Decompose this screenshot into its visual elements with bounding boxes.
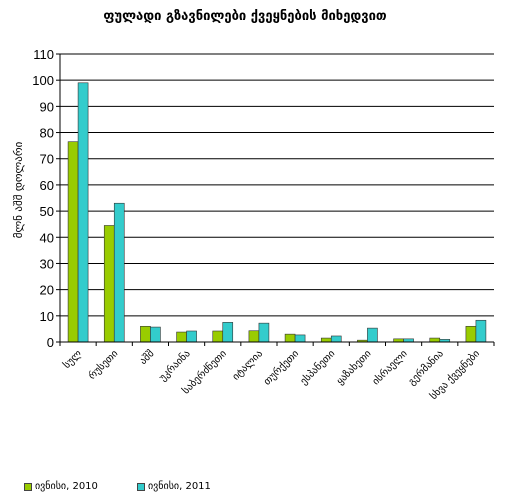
legend-label-2010: ივნისი, 2010 <box>35 481 98 492</box>
bar-2010-11 <box>429 337 441 343</box>
bar-2011-6 <box>258 322 270 343</box>
gridlines <box>60 53 494 317</box>
x-tick-label: რუსეთი <box>86 348 120 382</box>
bar-2010-2 <box>103 225 115 343</box>
bar-2011-7 <box>294 334 306 343</box>
y-tick-label: 0 <box>47 335 54 350</box>
x-tick-label: სულ <box>61 347 85 371</box>
y-tick-label: 110 <box>33 47 54 62</box>
x-tick-label: თურქეთი <box>261 348 301 388</box>
bar-2010-12 <box>465 325 477 343</box>
bar-2010-5 <box>212 330 224 343</box>
legend-item-2011: ივნისი, 2011 <box>137 481 211 492</box>
bars <box>67 82 487 343</box>
y-tick-label: 80 <box>40 126 54 141</box>
x-tick-label: აშშ <box>137 348 156 367</box>
bar-2011-4 <box>186 330 197 343</box>
y-tick-label: 20 <box>40 283 54 298</box>
x-tick-label: ესპანეთი <box>298 348 338 388</box>
chart-title: ფულადი გზავნილები ქვეყნების მიხედვით <box>103 9 387 24</box>
bar-2010-1 <box>67 141 79 343</box>
y-tick-label: 60 <box>40 178 54 193</box>
x-tick-label: უკრაინა <box>157 348 193 384</box>
legend-swatch-2011 <box>137 482 145 491</box>
y-tick-label: 10 <box>40 309 54 324</box>
x-tick-label: ისრაელი <box>370 348 410 388</box>
bar-2011-8 <box>330 335 342 343</box>
y-tick-label: 50 <box>40 204 54 219</box>
y-axis-ticks: 0 10 20 30 40 50 60 70 80 90 100 110 <box>32 47 60 350</box>
bar-2010-4 <box>176 331 187 343</box>
bar-2011-5 <box>222 322 234 343</box>
bar-2011-12 <box>475 319 487 343</box>
y-tick-label: 70 <box>40 152 54 167</box>
bar-2011-1 <box>77 82 89 343</box>
x-tick-label: იტალია <box>231 348 265 382</box>
x-tick-label: ყაზახეთი <box>334 348 373 387</box>
bar-2011-2 <box>113 202 125 343</box>
legend-label-2011: ივნისი, 2011 <box>148 481 211 492</box>
legend-item-2010: ივნისი, 2010 <box>24 481 98 492</box>
y-tick-label: 90 <box>40 99 54 114</box>
y-axis-label: მლნ აშშ დოლარი <box>12 141 25 238</box>
y-tick-label: 100 <box>32 73 54 88</box>
y-tick-label: 30 <box>40 256 54 271</box>
bar-2010-8 <box>320 337 332 343</box>
y-tick-label: 40 <box>40 230 54 245</box>
bar-2010-3 <box>140 325 151 343</box>
bar-2010-6 <box>248 330 260 343</box>
bar-2011-3 <box>150 326 161 343</box>
bar-2010-7 <box>284 333 296 343</box>
bar-2011-9 <box>367 327 378 343</box>
legend-swatch-2010 <box>24 482 32 491</box>
